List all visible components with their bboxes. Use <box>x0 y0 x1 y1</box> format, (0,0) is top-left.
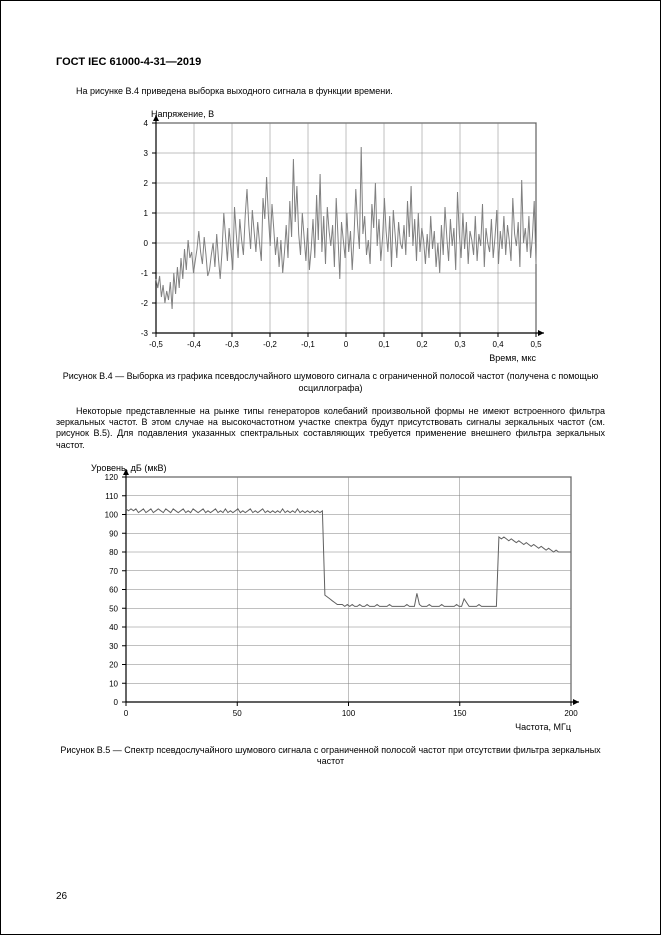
svg-text:0,2: 0,2 <box>416 340 428 349</box>
svg-text:-0,3: -0,3 <box>225 340 239 349</box>
svg-text:3: 3 <box>143 149 148 158</box>
caption-b4: Рисунок В.4 — Выборка из графика псевдос… <box>56 371 605 394</box>
svg-text:-0,4: -0,4 <box>187 340 201 349</box>
svg-text:-3: -3 <box>140 329 148 338</box>
svg-text:0: 0 <box>123 709 128 718</box>
svg-text:100: 100 <box>104 510 118 519</box>
svg-text:4: 4 <box>143 119 148 128</box>
svg-text:50: 50 <box>232 709 241 718</box>
svg-text:40: 40 <box>109 623 118 632</box>
svg-text:110: 110 <box>105 492 118 501</box>
svg-text:-0,5: -0,5 <box>149 340 163 349</box>
svg-text:0,3: 0,3 <box>454 340 466 349</box>
svg-text:2: 2 <box>143 179 148 188</box>
svg-text:70: 70 <box>109 567 118 576</box>
svg-text:0,5: 0,5 <box>530 340 542 349</box>
svg-text:-0,2: -0,2 <box>263 340 277 349</box>
svg-text:-2: -2 <box>140 299 148 308</box>
paragraph-2: Некоторые представленные на рынке типы г… <box>56 406 605 451</box>
chart-b4-svg: -0,5 -0,4 -0,3 -0,2 -0,1 0 0,1 0,2 0,3 0,4 0,5 -3 -2… <box>106 103 556 363</box>
svg-text:0: 0 <box>113 698 118 707</box>
svg-text:Частота, МГц: Частота, МГц <box>515 722 571 732</box>
svg-text:0,4: 0,4 <box>492 340 504 349</box>
svg-text:0: 0 <box>143 239 148 248</box>
intro-paragraph: На рисунке В.4 приведена выборка выходно… <box>56 86 605 97</box>
svg-text:30: 30 <box>109 642 118 651</box>
svg-text:60: 60 <box>109 585 118 594</box>
svg-text:200: 200 <box>564 709 578 718</box>
svg-text:80: 80 <box>109 548 118 557</box>
caption-b5: Рисунок В.5 — Спектр псевдослучайного шу… <box>56 745 605 768</box>
svg-text:Напряжение, В: Напряжение, В <box>151 109 214 119</box>
svg-text:10: 10 <box>109 679 118 688</box>
svg-text:120: 120 <box>104 473 118 482</box>
chart-b5-svg: 0 50 100 150 200 0 10 20 30 40 50 60 70 80 90 100 110 120… <box>71 457 591 737</box>
svg-text:90: 90 <box>109 529 118 538</box>
svg-text:150: 150 <box>453 709 467 718</box>
svg-text:-0,1: -0,1 <box>301 340 315 349</box>
svg-text:0: 0 <box>343 340 348 349</box>
svg-text:Уровень, дБ (мкВ): Уровень, дБ (мкВ) <box>91 463 166 473</box>
page-number: 26 <box>56 891 67 902</box>
svg-text:0,1: 0,1 <box>378 340 390 349</box>
svg-text:100: 100 <box>341 709 355 718</box>
document-header: ГОСТ IEC 61000-4-31—2019 <box>56 56 605 68</box>
svg-text:50: 50 <box>109 604 118 613</box>
chart-b5: 0 50 100 150 200 0 10 20 30 40 50 60 70 80 90 100 110 120… <box>56 457 605 737</box>
svg-text:20: 20 <box>109 660 118 669</box>
svg-text:Время, мкс: Время, мкс <box>489 353 536 363</box>
svg-text:-1: -1 <box>140 269 148 278</box>
svg-text:1: 1 <box>143 209 148 218</box>
chart-b4: -0,5 -0,4 -0,3 -0,2 -0,1 0 0,1 0,2 0,3 0,4 0,5 -3 -2… <box>56 103 605 363</box>
